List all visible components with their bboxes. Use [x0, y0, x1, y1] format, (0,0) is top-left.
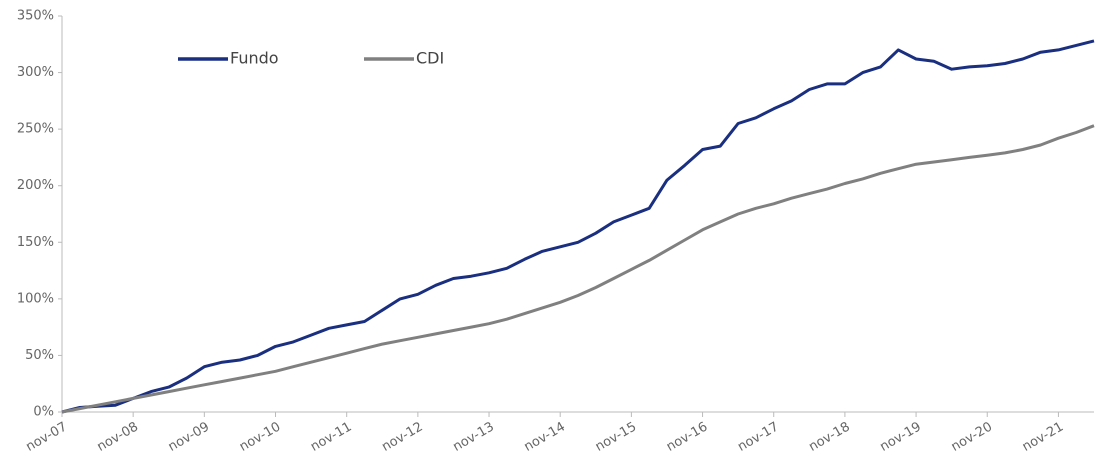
y-tick-label: 200%: [17, 178, 54, 193]
x-tick-label: nov-16: [664, 420, 710, 455]
x-tick-label: nov-12: [379, 420, 425, 455]
series-line: [61, 39, 1095, 414]
y-tick-label: 350%: [17, 9, 54, 24]
x-tick-label: nov-18: [806, 420, 852, 455]
x-tick-label: nov-07: [23, 420, 69, 455]
y-tick-label: 50%: [25, 348, 54, 363]
x-tick-label: nov-09: [166, 420, 212, 455]
x-tick-label: nov-13: [451, 420, 497, 455]
x-tick-label: nov-11: [308, 420, 354, 455]
y-tick-label: 0%: [33, 405, 54, 420]
x-tick-label: nov-21: [1020, 420, 1066, 455]
legend-label: Fundo: [230, 49, 279, 68]
x-tick-label: nov-14: [522, 420, 568, 455]
x-tick-label: nov-17: [735, 420, 781, 455]
y-tick-label: 250%: [17, 122, 54, 137]
x-tick-label: nov-08: [95, 420, 141, 455]
x-tick-label: nov-20: [949, 420, 995, 455]
x-tick-label: nov-15: [593, 420, 639, 455]
legend-label: CDI: [416, 49, 444, 68]
series-line: [61, 124, 1095, 414]
y-tick-label: 100%: [17, 291, 54, 306]
x-tick-label: nov-10: [237, 420, 283, 455]
x-tick-label: nov-19: [878, 420, 924, 455]
y-tick-label: 300%: [17, 65, 54, 80]
y-tick-label: 150%: [17, 235, 54, 250]
